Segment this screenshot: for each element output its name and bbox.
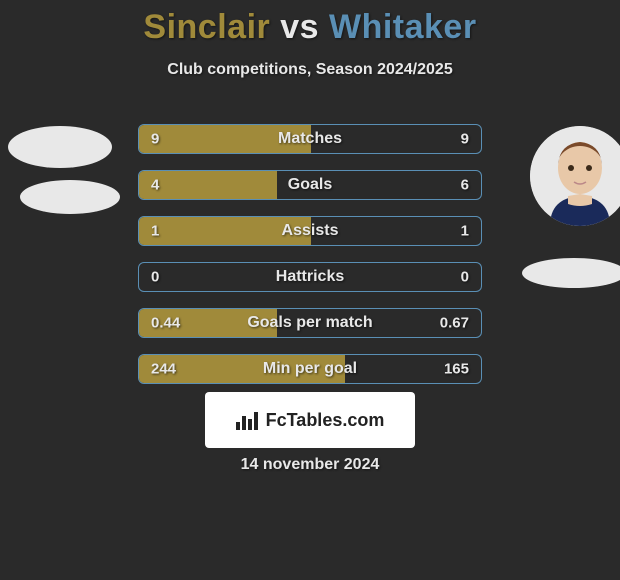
stat-value-left: 0 xyxy=(151,269,159,286)
stat-row: 9 Matches 9 xyxy=(138,124,482,154)
stat-label: Assists xyxy=(282,222,339,240)
stat-value-left: 9 xyxy=(151,131,159,148)
subtitle: Club competitions, Season 2024/2025 xyxy=(0,61,620,79)
brand-text: FcTables.com xyxy=(266,410,385,431)
stat-value-right: 9 xyxy=(461,131,469,148)
player1-name: Sinclair xyxy=(143,8,270,46)
stat-value-right: 0.67 xyxy=(440,315,469,332)
comparison-card: Sinclair vs Whitaker Club competitions, … xyxy=(0,0,620,580)
stat-value-left: 244 xyxy=(151,361,176,378)
stat-value-right: 6 xyxy=(461,177,469,194)
stat-row: 244 Min per goal 165 xyxy=(138,354,482,384)
stat-bars: 9 Matches 9 4 Goals 6 1 Assists 1 0 Hattricks 0 0.44… xyxy=(138,124,482,400)
player2-avatar-ellipse-bottom xyxy=(522,258,620,288)
stat-value-right: 0 xyxy=(461,269,469,286)
stat-label: Hattricks xyxy=(276,268,344,286)
fctables-logo-icon xyxy=(236,410,260,430)
stat-row: 0 Hattricks 0 xyxy=(138,262,482,292)
brand-badge: FcTables.com xyxy=(205,392,415,448)
stat-value-left: 1 xyxy=(151,223,159,240)
date-label: 14 november 2024 xyxy=(0,456,620,474)
stat-row: 4 Goals 6 xyxy=(138,170,482,200)
stat-value-left: 0.44 xyxy=(151,315,180,332)
stat-value-right: 1 xyxy=(461,223,469,240)
stat-label: Goals xyxy=(288,176,332,194)
player2-name: Whitaker xyxy=(329,8,477,46)
stat-label: Min per goal xyxy=(263,360,357,378)
vs-label: vs xyxy=(280,8,319,46)
stat-value-right: 165 xyxy=(444,361,469,378)
player1-avatar-ellipse-top xyxy=(8,126,112,168)
title: Sinclair vs Whitaker xyxy=(0,0,620,47)
stat-label: Goals per match xyxy=(247,314,372,332)
stat-value-left: 4 xyxy=(151,177,159,194)
stat-bar-fill xyxy=(139,171,277,199)
player-headshot-icon xyxy=(530,126,620,226)
stat-row: 0.44 Goals per match 0.67 xyxy=(138,308,482,338)
stat-label: Matches xyxy=(278,130,342,148)
player2-avatar-photo xyxy=(530,126,620,226)
player1-avatar-ellipse-bottom xyxy=(20,180,120,214)
stat-row: 1 Assists 1 xyxy=(138,216,482,246)
